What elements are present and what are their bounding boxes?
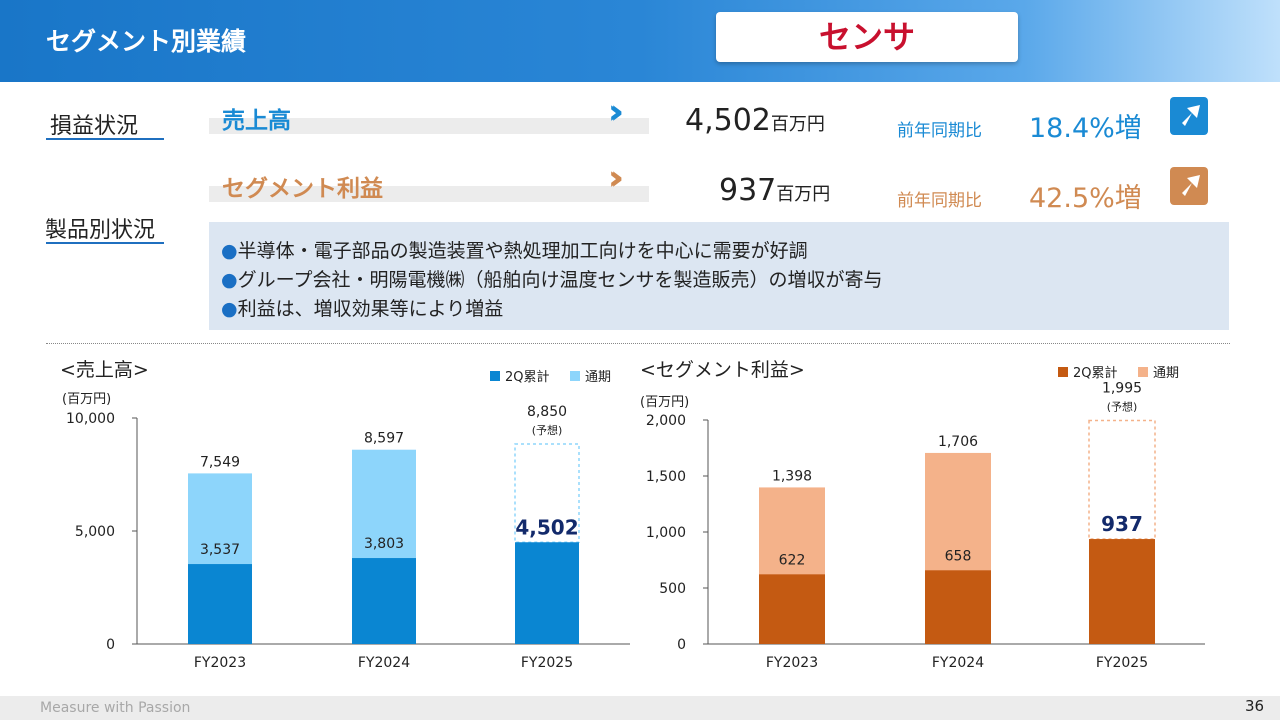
- bar-2q-cumulative: [352, 558, 416, 644]
- kpi-sales-change: 18.4%増: [1029, 113, 1142, 144]
- x-tick-label: FY2023: [194, 655, 246, 671]
- kpi-profit-value: 937百万円: [719, 173, 830, 208]
- kpi-sales-unit: 百万円: [770, 114, 825, 135]
- bullet-item: ●利益は、増収効果等により増益: [221, 294, 503, 321]
- section-label-profit-loss: 損益状況: [50, 114, 139, 139]
- x-tick-label: FY2023: [766, 655, 818, 671]
- section-label-product: 製品別状況: [45, 218, 156, 243]
- bar-total-label: 8,597: [364, 431, 404, 447]
- y-axis-unit: (百万円): [640, 395, 689, 410]
- legend-label: 2Q累計: [505, 369, 550, 385]
- legend-label: 通期: [1153, 366, 1179, 381]
- arrow-up-right-icon: [1170, 97, 1208, 135]
- kpi-profit-change: 42.5%増: [1029, 183, 1142, 214]
- legend-swatch: [570, 371, 580, 381]
- arrow-up-right-icon: [1170, 167, 1208, 205]
- kpi-profit-label: セグメント利益: [222, 176, 383, 202]
- kpi-sales-number: 4,502: [685, 103, 771, 138]
- bullet-text: グループ会社・明陽電機㈱（船舶向け温度センサを製造販売）の増収が寄与: [237, 269, 883, 291]
- bullet-item: ●半導体・電子部品の製造装置や熱処理加工向けを中心に需要が好調: [221, 236, 808, 263]
- y-tick-label: 500: [659, 581, 686, 597]
- kpi-profit-number: 937: [719, 173, 777, 208]
- footer-tagline: Measure with Passion: [40, 700, 191, 716]
- bullet-dot-icon: ●: [221, 240, 238, 262]
- kpi-profit-unit: 百万円: [776, 184, 831, 205]
- y-tick-label: 1,000: [646, 525, 686, 541]
- y-tick-label: 1,500: [646, 469, 686, 485]
- y-tick-label: 2,000: [646, 413, 686, 429]
- bar-2q-label: 622: [779, 552, 806, 568]
- forecast-bar-outline: [514, 443, 580, 544]
- kpi-profit-compare-label: 前年同期比: [897, 191, 982, 211]
- y-tick-label: 0: [677, 637, 686, 653]
- x-tick-label: FY2025: [521, 655, 573, 671]
- chart-title: <セグメント利益>: [640, 359, 805, 381]
- charts-canvas: <売上高> (百万円) 2Q累計 通期 0 5,000 10,000 7,549 3,537 FY…: [60, 359, 1205, 671]
- legend-label: 2Q累計: [1073, 365, 1118, 381]
- x-tick-label: FY2024: [358, 655, 410, 671]
- kpi-sales-value: 4,502百万円: [685, 103, 825, 138]
- bullet-text: 半導体・電子部品の製造装置や熱処理加工向けを中心に需要が好調: [237, 240, 808, 262]
- bar-total-label: 1,398: [772, 468, 812, 484]
- bar-total-label: 1,706: [938, 434, 978, 450]
- legend-swatch: [1138, 367, 1148, 377]
- bar-2q-cumulative: [1089, 539, 1155, 644]
- legend-swatch: [490, 371, 500, 381]
- bar-2q-cumulative: [515, 542, 579, 644]
- segment-badge: センサ: [716, 12, 1018, 62]
- bar-total-label: 7,549: [200, 454, 240, 470]
- bar-total-label: 8,850: [527, 404, 567, 420]
- x-tick-label: FY2025: [1096, 655, 1148, 671]
- bar-2q-cumulative: [188, 564, 252, 644]
- y-tick-label: 10,000: [66, 411, 115, 427]
- kpi-sales-label: 売上高: [222, 108, 291, 134]
- footer-bar: [0, 696, 1280, 720]
- header-banner: [0, 0, 1280, 82]
- bar-2q-label: 658: [945, 548, 972, 564]
- bar-2q-cumulative: [925, 570, 991, 644]
- bullet-dot-icon: ●: [221, 269, 238, 291]
- kpi-sales-compare-label: 前年同期比: [897, 121, 982, 141]
- bar-2q-label: 3,537: [200, 542, 240, 558]
- bar-2q-label: 937: [1101, 512, 1143, 536]
- section-underline: [46, 138, 164, 140]
- forecast-note: (予想): [1107, 400, 1138, 414]
- bar-2q-label: 4,502: [515, 515, 578, 539]
- section-divider: [46, 343, 1230, 344]
- bar-total-label: 1,995: [1102, 381, 1142, 397]
- page-title: セグメント別業績: [46, 27, 247, 56]
- legend-swatch: [1058, 367, 1068, 377]
- x-tick-label: FY2024: [932, 655, 984, 671]
- kpi-band: [209, 118, 649, 134]
- bullet-text: 利益は、増収効果等により増益: [237, 298, 504, 320]
- bullet-dot-icon: ●: [221, 298, 238, 320]
- forecast-note: (予想): [532, 423, 563, 437]
- page-number: 36: [1245, 697, 1265, 715]
- bar-2q-cumulative: [759, 574, 825, 644]
- product-status-box: ●半導体・電子部品の製造装置や熱処理加工向けを中心に需要が好調 ●グループ会社・…: [209, 222, 1229, 330]
- chart-title: <売上高>: [60, 359, 149, 381]
- y-axis-unit: (百万円): [62, 392, 111, 407]
- bar-2q-label: 3,803: [364, 536, 404, 552]
- bullet-item: ●グループ会社・明陽電機㈱（船舶向け温度センサを製造販売）の増収が寄与: [221, 265, 882, 292]
- kpi-band: [209, 186, 649, 202]
- y-tick-label: 5,000: [75, 524, 115, 540]
- legend-label: 通期: [585, 370, 611, 385]
- y-tick-label: 0: [106, 637, 115, 653]
- section-underline: [46, 242, 164, 244]
